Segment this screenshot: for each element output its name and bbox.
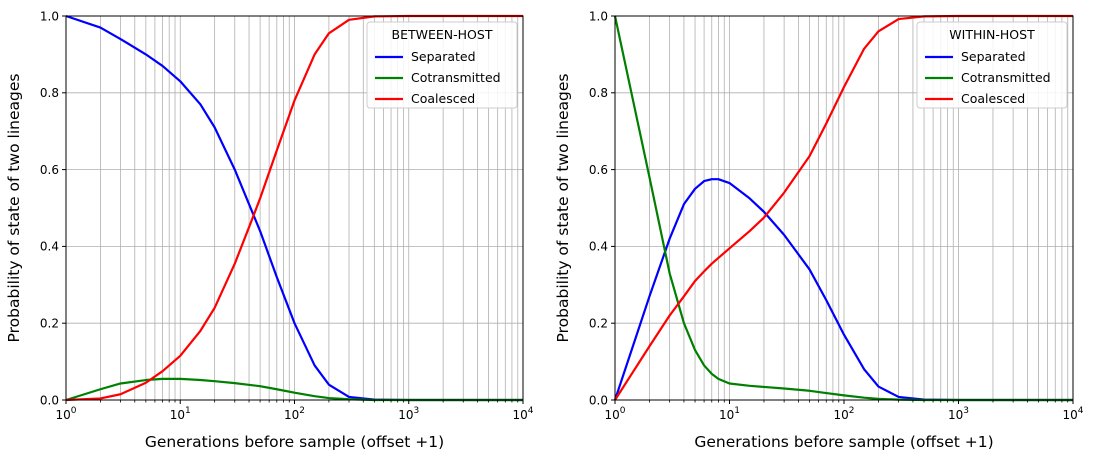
series-line-separated [613,178,1073,402]
chart-panel-2: 100 101 102 103 104 0.0 0.2 0.4 0.6 0.8 1.0 Generat… [554,9,1084,451]
y-tick-label: 0.6 [40,163,59,177]
x-tick-label: 104 [512,406,533,422]
y-tick-label: 0.2 [40,317,59,331]
y-axis-label: Probability of state of two lineages [5,74,23,343]
y-axis-label: Probability of state of two lineages [554,74,572,343]
legend-label-cotransmitted: Cotransmitted [411,70,501,85]
legend-box [366,21,518,109]
series-line-cotransmitted [613,15,1073,402]
legend-label-cotransmitted: Cotransmitted [961,70,1051,85]
y-tick-label: 0.2 [589,317,608,331]
legend: BETWEEN-HOST Separated Cotransmitted Coales… [366,21,518,109]
x-tick-label: 102 [284,406,305,422]
y-tick-label: 0.4 [589,240,608,254]
x-tick-label: 104 [1062,406,1083,422]
legend-title: BETWEEN-HOST [392,27,493,42]
series-line-coalesced [65,14,523,402]
y-tick-label: 0.0 [589,393,608,407]
series-line-separated [65,14,523,402]
legend-label-separated: Separated [961,49,1026,64]
legend-label-coalesced: Coalesced [961,91,1025,106]
y-tick-label: 0.4 [40,240,59,254]
legend-box [916,21,1068,109]
series-line-coalesced [614,14,1073,401]
x-tick-label: 101 [719,406,740,422]
y-tick-label: 0.8 [589,86,608,100]
x-tick-label: 100 [604,406,625,422]
x-tick-label: 100 [55,406,76,422]
x-tick-label: 103 [948,406,969,422]
y-tick-label: 0.8 [40,86,59,100]
legend-label-separated: Separated [411,49,476,64]
y-tick-label: 1.0 [40,9,59,23]
x-axis-label: Generations before sample (offset +1) [145,433,444,451]
chart-panel-1: 100 101 102 103 104 0.0 0.2 0.4 0.6 0.8 1.0 Generat… [5,9,534,451]
y-tick-label: 0.6 [589,163,608,177]
legend-label-coalesced: Coalesced [411,91,475,106]
x-tick-label: 103 [398,406,419,422]
x-tick-label: 102 [833,406,854,422]
y-tick-label: 0.0 [40,393,59,407]
legend: WITHIN-HOST Separated Cotransmitted Coalesc… [916,21,1068,109]
legend-title: WITHIN-HOST [949,27,1035,42]
y-tick-label: 1.0 [589,9,608,23]
x-tick-label: 101 [170,406,191,422]
series-line-cotransmitted [65,377,523,402]
x-axis-label: Generations before sample (offset +1) [694,433,993,451]
